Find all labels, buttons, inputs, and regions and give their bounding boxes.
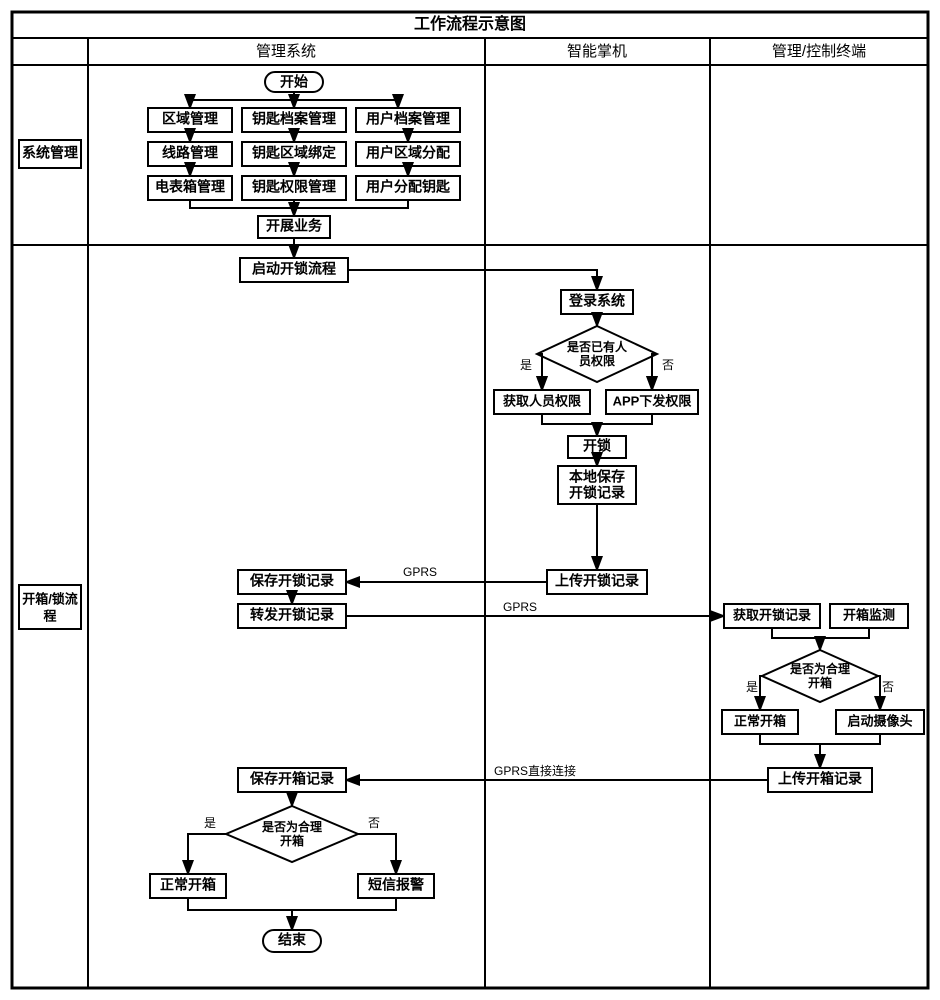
rowlabel-2b: 程 bbox=[43, 608, 56, 623]
n-meter: 电表箱管理 bbox=[155, 179, 225, 195]
flowchart: 工作流程示意图 管理系统 智能掌机 管理/控制终端 系统管理 开箱/锁流 程 开… bbox=[10, 10, 930, 990]
n-userkey: 用户分配钥匙 bbox=[366, 179, 451, 195]
n-keyperm: 钥匙权限管理 bbox=[252, 179, 336, 195]
n-end: 结束 bbox=[278, 932, 307, 948]
n-saverec: 保存开锁记录 bbox=[249, 573, 334, 589]
n-area: 区域管理 bbox=[162, 111, 218, 127]
n-unlock: 开锁 bbox=[583, 438, 611, 454]
col-header-3: 管理/控制终端 bbox=[772, 43, 866, 60]
diagram-title: 工作流程示意图 bbox=[414, 14, 526, 33]
d2-yes: 是 bbox=[746, 680, 758, 694]
n-saveopen: 保存开箱记录 bbox=[249, 771, 334, 787]
dec1-l2: 员权限 bbox=[579, 353, 615, 368]
n-appperm: APP下发权限 bbox=[613, 393, 693, 408]
n-getrec2: 获取开锁记录 bbox=[733, 607, 811, 622]
gprs3: GPRS直接连接 bbox=[494, 763, 576, 778]
n-camera: 启动摄像头 bbox=[847, 713, 912, 728]
start-text: 开始 bbox=[280, 74, 308, 90]
n-keyarea: 钥匙区域绑定 bbox=[252, 145, 336, 161]
d3-no: 否 bbox=[368, 816, 380, 830]
gprs2: GPRS bbox=[503, 600, 537, 614]
n-line: 线路管理 bbox=[162, 145, 218, 161]
d1-yes: 是 bbox=[520, 358, 532, 372]
d1-no: 否 bbox=[662, 358, 674, 372]
n-keyfile: 钥匙档案管理 bbox=[252, 111, 336, 127]
n-savelocal1: 本地保存 bbox=[569, 469, 625, 485]
col-header-2: 智能掌机 bbox=[567, 42, 627, 60]
gprs1: GPRS bbox=[403, 565, 437, 579]
dec2-l1: 是否为合理 bbox=[789, 661, 850, 676]
dec3-l2: 开箱 bbox=[280, 833, 304, 848]
rowlabel-2a: 开箱/锁流 bbox=[22, 591, 78, 606]
dec2-l2: 开箱 bbox=[808, 675, 832, 690]
n-normal2: 正常开箱 bbox=[734, 713, 786, 728]
col-header-1: 管理系统 bbox=[256, 43, 316, 60]
n-normal3: 正常开箱 bbox=[160, 877, 216, 893]
n-biz: 开展业务 bbox=[266, 218, 323, 234]
n-savelocal2: 开锁记录 bbox=[569, 485, 625, 501]
d2-no: 否 bbox=[882, 680, 894, 694]
n-upload2: 上传开箱记录 bbox=[778, 771, 862, 787]
dec1-l1: 是否已有人 bbox=[566, 339, 628, 354]
dec3-l1: 是否为合理 bbox=[261, 819, 322, 834]
n-userarea: 用户区域分配 bbox=[366, 145, 450, 161]
n-login: 登录系统 bbox=[568, 293, 625, 309]
n-sms: 短信报警 bbox=[368, 877, 424, 893]
n-monitor: 开箱监测 bbox=[843, 607, 895, 622]
n-fwdrec: 转发开锁记录 bbox=[250, 607, 334, 623]
rowlabel-1: 系统管理 bbox=[22, 145, 78, 161]
n-startunlock: 启动开锁流程 bbox=[252, 261, 336, 277]
n-upload: 上传开锁记录 bbox=[555, 573, 639, 589]
n-userfile: 用户档案管理 bbox=[366, 111, 450, 127]
n-getperm: 获取人员权限 bbox=[503, 393, 582, 408]
d3-yes: 是 bbox=[204, 816, 216, 830]
